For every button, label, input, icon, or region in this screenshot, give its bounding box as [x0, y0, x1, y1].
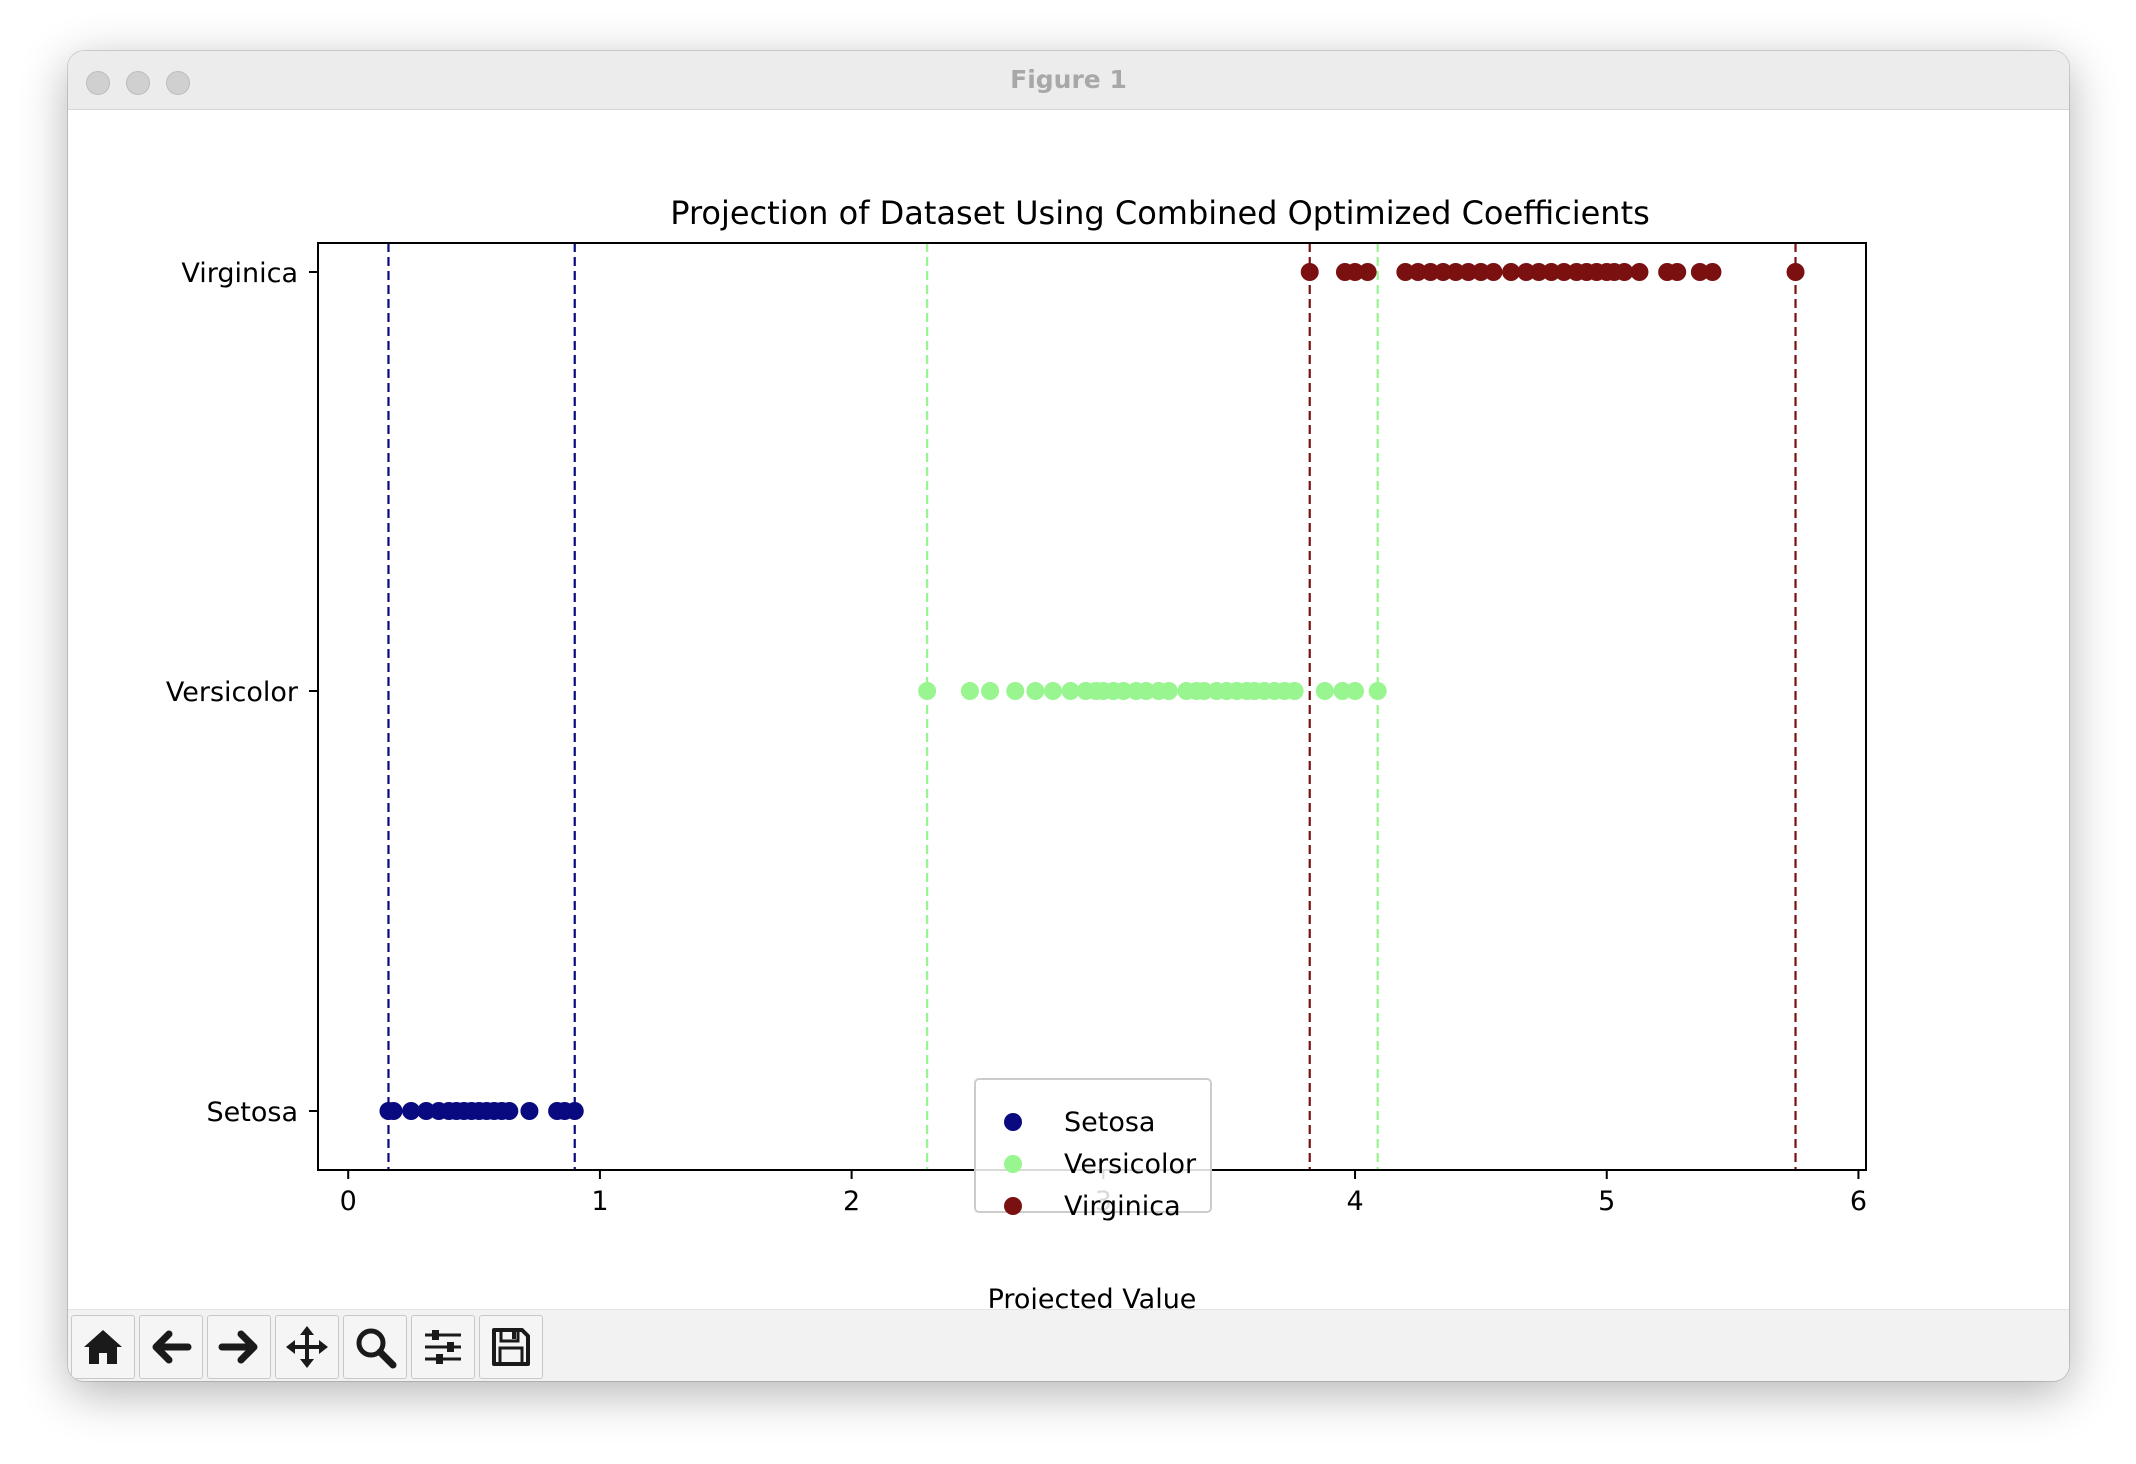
floppy-disk-icon: [492, 1328, 530, 1366]
save-button[interactable]: [479, 1315, 543, 1379]
data-point: [1459, 263, 1478, 281]
arrow-right-icon: [218, 1330, 258, 1364]
chart-title: Projection of Dataset Using Combined Opt…: [670, 194, 1650, 232]
data-point: [1690, 263, 1709, 281]
window-title: Figure 1: [1010, 65, 1127, 94]
data-point: [1333, 682, 1352, 700]
legend-marker: [1004, 1197, 1022, 1215]
legend-label: Virginica: [1064, 1191, 1181, 1222]
data-point: [1542, 263, 1561, 281]
x-tick-label: 5: [1598, 1186, 1615, 1217]
magnifier-icon: [356, 1328, 397, 1369]
data-point: [1026, 682, 1045, 700]
legend[interactable]: Setosa Versicolor Virginica: [974, 1078, 1212, 1222]
data-point: [1114, 682, 1133, 700]
legend-marker: [1004, 1155, 1022, 1173]
x-tick-label: 1: [591, 1186, 608, 1217]
data-point: [1300, 263, 1319, 281]
data-point: [1358, 263, 1377, 281]
data-point: [1346, 263, 1365, 281]
data-point: [565, 1102, 584, 1120]
arrow-left-icon: [152, 1330, 192, 1364]
legend-label: Setosa: [1064, 1107, 1155, 1138]
data-point: [1396, 263, 1415, 281]
zoom-button[interactable]: [343, 1315, 407, 1379]
data-points: [379, 263, 1805, 1120]
data-point: [402, 1102, 421, 1120]
home-button[interactable]: [71, 1315, 135, 1379]
data-point: [1061, 682, 1080, 700]
legend-entries: Setosa Versicolor Virginica: [1004, 1107, 1197, 1222]
data-point: [960, 682, 979, 700]
data-point: [1529, 263, 1548, 281]
data-point: [1517, 263, 1536, 281]
legend-label: Versicolor: [1064, 1149, 1197, 1180]
data-point: [981, 682, 1000, 700]
data-point: [1630, 263, 1649, 281]
legend-frame: [974, 1078, 1212, 1213]
data-point: [500, 1102, 519, 1120]
data-point: [1703, 263, 1722, 281]
scatter-chart[interactable]: Projection of Dataset Using Combined Opt…: [68, 110, 2069, 1360]
pan-button[interactable]: [275, 1315, 339, 1379]
boundary-lines: [387, 243, 1797, 1170]
navigation-toolbar: [68, 1309, 2069, 1381]
plot-frame: [317, 242, 1867, 1171]
data-point: [1368, 682, 1387, 700]
data-point: [1471, 263, 1490, 281]
move-icon: [286, 1326, 328, 1368]
data-point: [1195, 682, 1214, 700]
zoom-window-button[interactable]: [166, 71, 190, 95]
data-point: [1502, 263, 1521, 281]
data-point: [1421, 263, 1440, 281]
y-tick-label: Setosa: [207, 1097, 298, 1128]
x-tick-label: 2: [843, 1186, 860, 1217]
x-tick-label: 6: [1850, 1186, 1867, 1217]
legend-marker: [1004, 1113, 1022, 1131]
figure-canvas[interactable]: Projection of Dataset Using Combined Opt…: [68, 110, 2069, 1360]
data-point: [1408, 263, 1427, 281]
data-point: [1434, 263, 1453, 281]
data-point: [384, 1102, 403, 1120]
data-point: [1137, 682, 1156, 700]
minimize-window-button[interactable]: [126, 71, 150, 95]
y-axis-ticks: Setosa Versicolor Virginica: [166, 258, 318, 1128]
data-point: [1786, 263, 1805, 281]
y-tick-label: Versicolor: [166, 677, 299, 708]
close-window-button[interactable]: [86, 71, 110, 95]
home-icon: [84, 1330, 122, 1364]
data-point: [1159, 682, 1178, 700]
data-point: [1554, 263, 1573, 281]
x-tick-label: 0: [340, 1186, 357, 1217]
data-point: [1615, 263, 1634, 281]
back-button[interactable]: [139, 1315, 203, 1379]
configure-subplots-button[interactable]: [411, 1315, 475, 1379]
data-point: [1043, 682, 1062, 700]
data-point: [520, 1102, 539, 1120]
data-point: [1446, 263, 1465, 281]
data-point: [918, 682, 937, 700]
figure-window: Figure 1 Projection of Dataset Using Com…: [68, 51, 2069, 1381]
data-point: [1346, 682, 1365, 700]
y-tick-label: Virginica: [181, 258, 298, 289]
x-tick-label: 4: [1346, 1186, 1363, 1217]
data-point: [1315, 682, 1334, 700]
sliders-icon: [425, 1330, 461, 1364]
data-point: [417, 1102, 436, 1120]
data-point: [1668, 263, 1687, 281]
forward-button[interactable]: [207, 1315, 271, 1379]
data-point: [1006, 682, 1025, 700]
data-point: [1484, 263, 1503, 281]
data-point: [1285, 682, 1304, 700]
title-bar: Figure 1: [68, 51, 2069, 110]
